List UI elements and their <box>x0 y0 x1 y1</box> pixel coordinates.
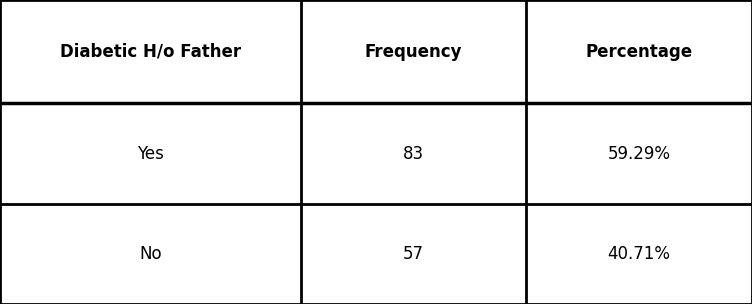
Text: Diabetic H/o Father: Diabetic H/o Father <box>60 43 241 61</box>
Text: No: No <box>139 245 162 263</box>
Text: 40.71%: 40.71% <box>608 245 671 263</box>
Text: Percentage: Percentage <box>586 43 693 61</box>
Text: Frequency: Frequency <box>365 43 462 61</box>
Text: 59.29%: 59.29% <box>608 144 671 163</box>
Text: 83: 83 <box>403 144 424 163</box>
Text: Yes: Yes <box>137 144 164 163</box>
Text: 57: 57 <box>403 245 424 263</box>
